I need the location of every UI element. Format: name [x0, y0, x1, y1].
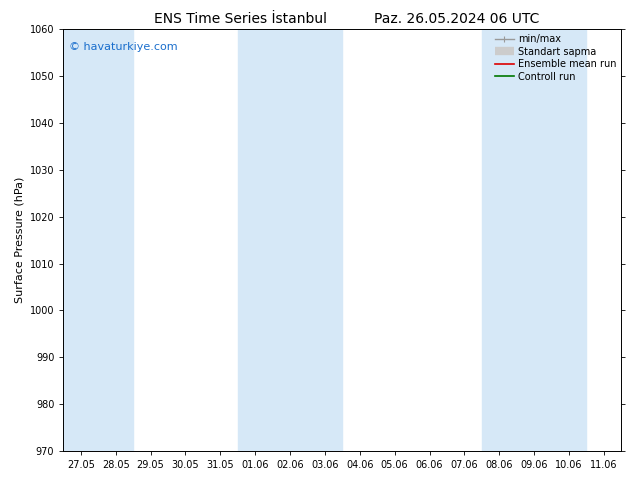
- Text: © havaturkiye.com: © havaturkiye.com: [69, 42, 178, 52]
- Text: Paz. 26.05.2024 06 UTC: Paz. 26.05.2024 06 UTC: [374, 12, 539, 26]
- Text: ENS Time Series İstanbul: ENS Time Series İstanbul: [155, 12, 327, 26]
- Bar: [482, 29, 586, 451]
- Bar: [63, 29, 133, 451]
- Y-axis label: Surface Pressure (hPa): Surface Pressure (hPa): [14, 177, 24, 303]
- Bar: [238, 29, 342, 451]
- Legend: min/max, Standart sapma, Ensemble mean run, Controll run: min/max, Standart sapma, Ensemble mean r…: [492, 31, 619, 84]
